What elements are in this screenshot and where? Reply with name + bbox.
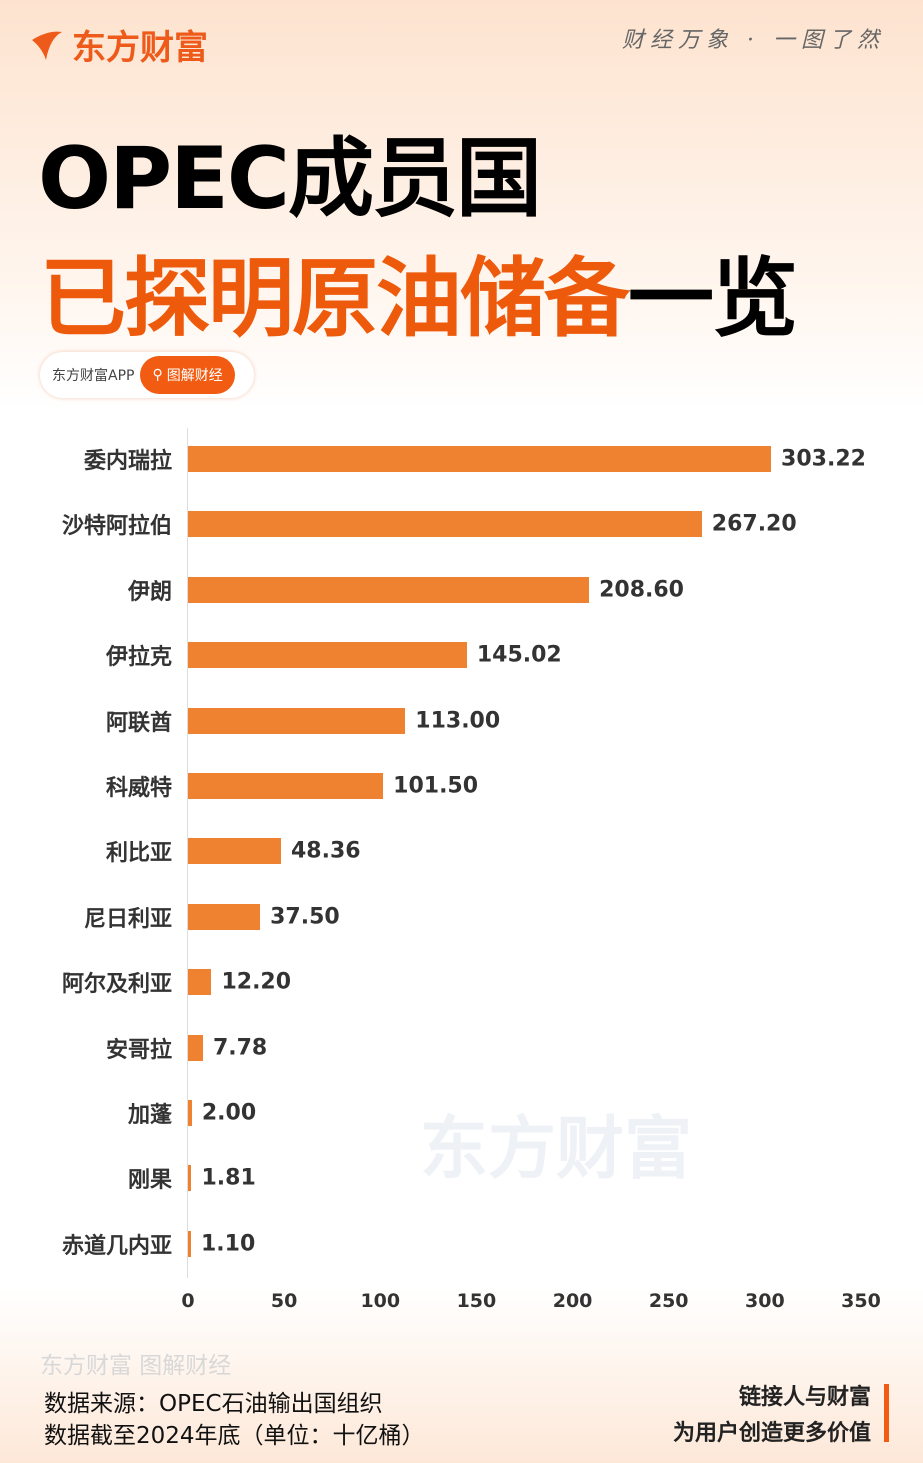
bar bbox=[188, 838, 281, 865]
brand-logo: 东方财富 bbox=[28, 20, 208, 69]
value-label: 101.50 bbox=[393, 773, 479, 799]
bar bbox=[188, 707, 406, 734]
bar bbox=[188, 969, 212, 996]
category-label: 尼日利亚 bbox=[83, 906, 172, 932]
category-label: 委内瑞拉 bbox=[83, 449, 172, 474]
title-line1: OPEC成员国 bbox=[38, 129, 542, 229]
watermark: 东方财富 bbox=[420, 1110, 693, 1189]
badge-app: 东方财富APP bbox=[52, 368, 135, 384]
value-label: 113.00 bbox=[415, 708, 501, 734]
note-text: 数据截至2024年底（单位：十亿桶） bbox=[44, 1423, 425, 1449]
value-label: 2.00 bbox=[201, 1100, 257, 1126]
source-text: 数据来源：OPEC石油输出国组织 bbox=[44, 1391, 383, 1417]
value-label: 303.22 bbox=[781, 446, 866, 472]
tagline-2: 为用户创造更多价值 bbox=[672, 1421, 871, 1446]
value-label: 7.78 bbox=[212, 1035, 268, 1061]
slogan: 财经万象 · 一图了然 bbox=[622, 28, 885, 53]
title-line2: 已探明原油储备一览 bbox=[40, 228, 798, 353]
tagline: 链接人与财富 为用户创造更多价值 bbox=[673, 1380, 871, 1452]
x-tick-label: 200 bbox=[552, 1290, 593, 1312]
source-block: 数据来源：OPEC石油输出国组织 数据截至2024年底（单位：十亿桶） bbox=[44, 1388, 425, 1452]
value-label: 267.20 bbox=[711, 511, 797, 537]
bar bbox=[188, 1034, 203, 1061]
brand-name: 东方财富 bbox=[72, 28, 208, 68]
category-label: 伊朗 bbox=[127, 579, 172, 605]
bar bbox=[188, 576, 590, 603]
bar bbox=[188, 446, 772, 472]
bar bbox=[188, 511, 702, 538]
value-label: 48.36 bbox=[290, 838, 361, 864]
x-tick-label: 0 bbox=[181, 1290, 195, 1312]
tagline-accent-bar bbox=[884, 1384, 889, 1442]
category-label: 科威特 bbox=[105, 776, 172, 801]
value-label: 37.50 bbox=[270, 904, 340, 930]
title-orange: 已探明原油储备 bbox=[40, 249, 630, 349]
footer-watermark: 东方财富 图解财经 bbox=[40, 1353, 232, 1379]
badge-pill-label: 图解财经 bbox=[166, 368, 223, 384]
category-label: 沙特阿拉伯 bbox=[61, 514, 172, 540]
category-label: 利比亚 bbox=[105, 841, 172, 867]
x-tick-label: 150 bbox=[456, 1290, 497, 1312]
category-label: 阿联酋 bbox=[105, 710, 172, 736]
search-icon: ⚲ bbox=[152, 367, 163, 383]
flame-logo-icon bbox=[32, 31, 62, 60]
bar bbox=[188, 1230, 191, 1257]
category-label: 加蓬 bbox=[127, 1103, 172, 1128]
value-label: 1.10 bbox=[201, 1231, 256, 1257]
x-tick-label: 350 bbox=[841, 1290, 881, 1312]
bar bbox=[188, 773, 384, 799]
badge-pill[interactable]: ⚲ 图解财经 bbox=[140, 356, 235, 394]
category-label: 刚果 bbox=[127, 1168, 172, 1194]
bar bbox=[188, 642, 467, 669]
bar bbox=[188, 1100, 192, 1126]
category-label: 伊拉克 bbox=[105, 645, 172, 671]
value-label: 1.81 bbox=[201, 1165, 256, 1191]
value-label: 208.60 bbox=[599, 577, 684, 603]
category-label: 阿尔及利亚 bbox=[61, 972, 172, 998]
bar bbox=[188, 903, 261, 930]
x-tick-label: 50 bbox=[270, 1290, 298, 1312]
x-tick-label: 300 bbox=[745, 1290, 785, 1312]
app-badge: 东方财富APP ⚲ 图解财经 bbox=[40, 352, 254, 398]
value-label: 145.02 bbox=[476, 642, 562, 668]
y-axis-line bbox=[187, 428, 188, 1278]
bar bbox=[188, 1165, 192, 1192]
x-tick-label: 250 bbox=[648, 1290, 689, 1312]
category-label: 安哥拉 bbox=[105, 1037, 172, 1063]
category-label: 赤道几内亚 bbox=[61, 1233, 172, 1259]
value-label: 12.20 bbox=[221, 969, 292, 995]
title-black: 一览 bbox=[628, 249, 798, 349]
x-tick-label: 100 bbox=[360, 1290, 401, 1312]
tagline-1: 链接人与财富 bbox=[738, 1385, 871, 1410]
